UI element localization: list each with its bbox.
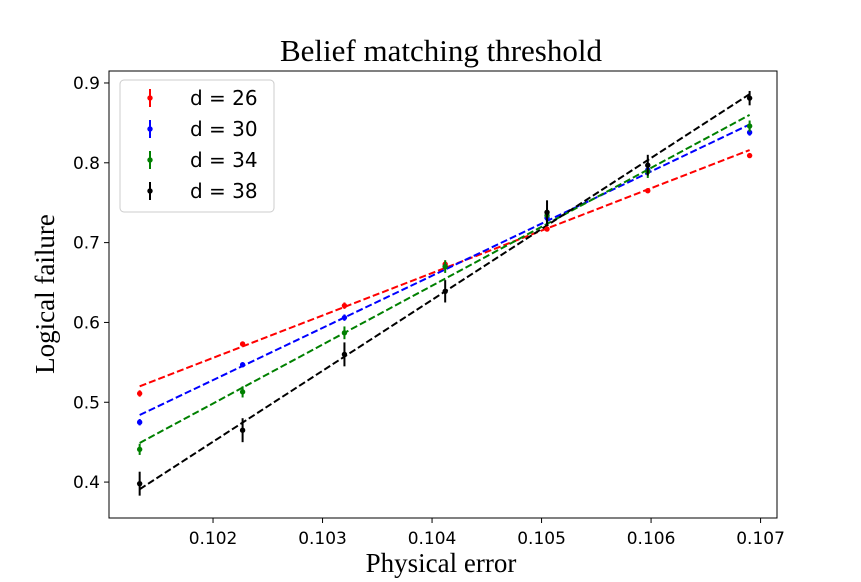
data-point-d34	[136, 446, 143, 453]
data-point-d26	[544, 226, 550, 232]
fit-line-34	[139, 114, 751, 444]
y-tick-label: 0.9	[73, 74, 100, 94]
data-point-d30	[136, 419, 143, 425]
legend-marker-icon	[147, 188, 153, 194]
data-point-d38	[239, 427, 246, 433]
data-point-d26	[341, 302, 348, 309]
legend: d = 26 d = 30 d = 34 d = 38	[119, 79, 275, 213]
data-point-d34	[746, 123, 753, 129]
data-point-d26	[136, 390, 143, 397]
legend-marker-icon	[147, 157, 153, 163]
data-point-d30	[341, 314, 348, 321]
y-tick-label: 0.6	[73, 313, 100, 333]
data-point-d26	[239, 341, 246, 347]
legend-item-d30: d = 30	[147, 117, 258, 141]
legend-marker-icon	[147, 95, 153, 101]
chart-title: Belief matching threshold	[280, 33, 602, 68]
data-point-d26	[746, 152, 753, 159]
axes-frame	[108, 70, 778, 519]
x-axis-label: Physical error	[366, 548, 517, 578]
data-point-d26	[645, 188, 651, 194]
x-tick-label: 0.102	[189, 529, 238, 549]
legend-item-d26: d = 26	[147, 86, 258, 110]
y-tick-label: 0.8	[73, 154, 100, 174]
x-tick-label: 0.104	[408, 529, 457, 549]
x-tick-label: 0.105	[517, 529, 566, 549]
y-tick-label: 0.5	[73, 393, 100, 413]
data-point-d34	[341, 330, 348, 336]
y-axis-label: Logical failure	[30, 214, 60, 374]
data-point-d30	[239, 362, 246, 368]
legend-label: d = 34	[190, 148, 258, 172]
data-point-d34	[239, 389, 246, 395]
data-point-d34	[442, 263, 448, 270]
x-tick-label: 0.107	[736, 529, 785, 549]
x-tick-label: 0.106	[627, 529, 676, 549]
legend-item-d38: d = 38	[147, 179, 258, 203]
legend-marker-icon	[147, 126, 153, 132]
legend-label: d = 38	[190, 179, 258, 203]
legend-box	[119, 79, 275, 213]
y-tick-label: 0.7	[73, 234, 100, 254]
data-point-d38	[746, 95, 753, 101]
data-point-d38	[341, 351, 348, 358]
data-point-d38	[136, 480, 143, 487]
data-point-d38	[645, 162, 651, 168]
data-point-d30	[746, 129, 753, 136]
legend-label: d = 26	[190, 86, 258, 110]
legend-item-d34: d = 34	[147, 148, 258, 172]
legend-label: d = 30	[190, 117, 258, 141]
data-point-d38	[442, 288, 448, 295]
y-tick-label: 0.4	[73, 473, 100, 493]
data-point-d38	[544, 209, 550, 215]
plot-area: 0.102 0.103 0.104 0.105 0.106 0.107 0.4 0.5 0.6 0…	[73, 70, 785, 549]
x-tick-label: 0.103	[298, 529, 347, 549]
